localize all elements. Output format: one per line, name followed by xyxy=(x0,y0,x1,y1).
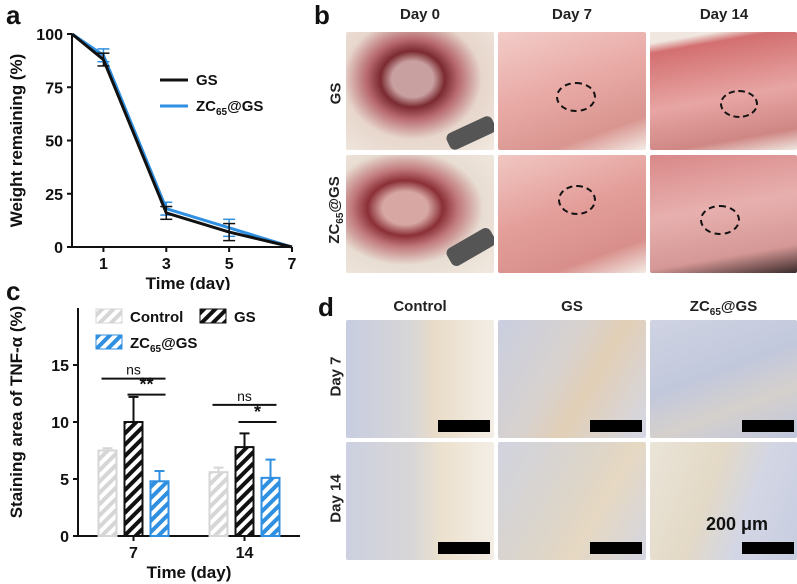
legend-label-GS: GS xyxy=(196,72,218,89)
panel-d-row-day7: Day 7 xyxy=(327,356,345,397)
photo-gs-day14 xyxy=(650,32,797,150)
panel-d-header-zc65gs: ZC65@GS xyxy=(689,298,758,318)
histology-control-day14 xyxy=(346,442,494,560)
forceps-icon xyxy=(444,225,494,269)
x-tick-label: 1 xyxy=(99,256,108,273)
legend-label-ZC65@GS: ZC65@GS xyxy=(196,98,263,118)
y-axis-label: Weight remaining (%) xyxy=(7,54,26,227)
x-tick-label: 5 xyxy=(225,256,234,273)
photo-zc65gs-day14 xyxy=(650,155,797,273)
panel-letter-c: c xyxy=(6,276,21,306)
panel-b-header-day14: Day 14 xyxy=(699,6,749,23)
legend-label-ZC65@GS: ZC65@GS xyxy=(130,335,197,355)
scalebar-label: 200 μm xyxy=(706,514,769,534)
panel-b-header-day7: Day 7 xyxy=(551,6,593,23)
legend-label-Control: Control xyxy=(130,309,183,326)
x-axis-label: Time (day) xyxy=(146,274,231,290)
scalebar xyxy=(438,420,490,432)
photo-gs-day0 xyxy=(346,32,494,150)
bar-ZC65@GS-7 xyxy=(149,480,170,537)
x-tick-label: 7 xyxy=(288,256,297,273)
panel-b-header-day0: Day 0 xyxy=(399,6,441,23)
significance-label: * xyxy=(254,402,261,422)
x-tick-label: 14 xyxy=(236,545,254,562)
implant-marker xyxy=(558,185,596,215)
bar-GS-7 xyxy=(123,421,144,537)
legend-label-GS: GS xyxy=(234,309,256,326)
weight-remaining-chart: 0 25 50 75 100 1 3 5 7 Time (day) Weight remaining… xyxy=(7,27,297,290)
panel-letter-d: d xyxy=(318,292,334,322)
histology-zc65gs-day14: 200 μm xyxy=(650,442,797,560)
panel-b-row-zc65gs: ZC65@GS xyxy=(326,176,346,244)
photo-zc65gs-day0 xyxy=(346,155,494,273)
bar-Control-14 xyxy=(208,471,229,538)
x-tick-label: 7 xyxy=(129,545,138,562)
implant-marker xyxy=(700,205,740,235)
legend-swatch-GS xyxy=(199,308,227,324)
significance-label: ns xyxy=(126,362,141,378)
y-tick-label: 75 xyxy=(45,80,63,97)
y-tick-label: 0 xyxy=(54,240,63,257)
forceps-icon xyxy=(444,114,494,150)
significance-label: ns xyxy=(237,388,252,404)
legend-swatch-Control xyxy=(95,308,123,324)
histology-zc65gs-day7 xyxy=(650,320,797,438)
panel-d-header-control: Control xyxy=(393,298,447,315)
implant-marker xyxy=(720,90,758,118)
y-tick-label: 100 xyxy=(36,27,63,44)
scalebar xyxy=(590,420,642,432)
y-tick-label: 5 xyxy=(60,472,69,489)
panel-d-row-day14: Day 14 xyxy=(327,474,345,523)
panel-letter-b: b xyxy=(314,0,330,30)
histology-gs-day7 xyxy=(498,320,646,438)
bar-GS-14 xyxy=(234,446,255,537)
scalebar xyxy=(742,542,794,554)
legend-swatch-ZC65@GS xyxy=(95,334,123,350)
bar-Control-7 xyxy=(97,449,118,537)
panel-b-row-gs: GS xyxy=(327,82,345,105)
bar-ZC65@GS-14 xyxy=(260,476,281,537)
y-axis-label: Staining area of TNF-α (%) xyxy=(7,306,26,519)
y-tick-label: 25 xyxy=(45,187,63,204)
scalebar xyxy=(742,420,794,432)
histology-gs-day14 xyxy=(498,442,646,560)
scalebar xyxy=(438,542,490,554)
photo-zc65gs-day7 xyxy=(498,155,646,273)
y-tick-label: 15 xyxy=(51,358,69,375)
panel-letter-a: a xyxy=(6,0,21,30)
x-tick-label: 3 xyxy=(162,256,171,273)
y-tick-label: 50 xyxy=(45,134,63,151)
significance-label: ** xyxy=(139,375,153,395)
panel-d-header-gs: GS xyxy=(561,298,583,315)
y-tick-label: 10 xyxy=(51,415,69,432)
implant-marker xyxy=(556,82,596,112)
histology-control-day7 xyxy=(346,320,494,438)
scalebar xyxy=(590,542,642,554)
photo-gs-day7 xyxy=(498,32,646,150)
y-tick-label: 0 xyxy=(60,529,69,546)
x-axis-label: Time (day) xyxy=(147,563,232,582)
